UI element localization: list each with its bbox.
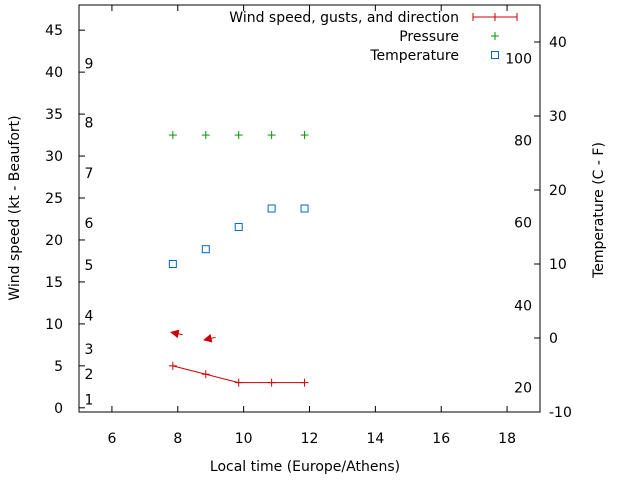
x-tick-label: 12 [301, 431, 319, 447]
temperature-point [168, 260, 177, 268]
temperature-point [201, 245, 210, 254]
pressure-point [300, 131, 309, 140]
x-tick-label: 10 [235, 431, 253, 447]
pressure-point [267, 131, 276, 140]
legend-swatch-wind [472, 13, 518, 21]
fahrenheit-label: 20 [514, 381, 532, 397]
y2-tick-label: 40 [549, 35, 567, 51]
beaufort-label: 4 [85, 308, 94, 324]
y2-tick-label: -10 [549, 405, 572, 421]
y-tick-label: 30 [45, 149, 63, 165]
beaufort-label: 5 [85, 258, 94, 274]
y2-tick-label: 10 [549, 257, 567, 273]
wind-point [201, 370, 210, 379]
fahrenheit-label: 60 [514, 216, 532, 232]
temperature-point [234, 223, 243, 231]
y2-tick-label: 20 [549, 183, 567, 199]
pressure-point [234, 131, 243, 140]
wind-point [267, 378, 276, 387]
temperature-point [300, 204, 309, 213]
beaufort-label: 3 [85, 342, 94, 358]
temperature-point [267, 204, 276, 213]
wind-point [234, 378, 243, 387]
x-axis-label: Local time (Europe/Athens) [210, 459, 400, 475]
x-tick-label: 18 [498, 431, 516, 447]
y-tick-label: 25 [45, 191, 63, 207]
y-tick-label: 0 [54, 401, 63, 417]
x-tick-label: 6 [107, 431, 116, 447]
beaufort-label: 8 [85, 115, 94, 131]
y-tick-label: 40 [45, 65, 63, 81]
beaufort-label: 1 [85, 392, 94, 408]
beaufort-label: 6 [85, 216, 94, 232]
y2-axis-label: Temperature (C - F) [591, 142, 607, 279]
fahrenheit-label: 100 [505, 51, 532, 67]
wind-direction-arrow [170, 329, 183, 339]
y2-tick-label: 0 [549, 331, 558, 347]
x-tick-label: 16 [432, 431, 450, 447]
beaufort-label: 7 [85, 166, 94, 182]
wind-point [300, 378, 309, 387]
wind-point [168, 361, 177, 370]
y-tick-label: 45 [45, 23, 63, 39]
legend-label-pressure: Pressure [399, 29, 459, 45]
beaufort-label: 2 [85, 367, 94, 383]
fahrenheit-label: 80 [514, 133, 532, 149]
y-tick-label: 15 [45, 275, 63, 291]
legend-swatch-pressure [491, 32, 499, 40]
y-axis-label: Wind speed (kt - Beaufort) [7, 115, 23, 300]
beaufort-label: 9 [85, 57, 94, 73]
y-tick-label: 10 [45, 317, 63, 333]
plot-frame [78, 4, 541, 413]
y-tick-label: 5 [54, 359, 63, 375]
x-tick-label: 8 [173, 431, 182, 447]
y-tick-label: 20 [45, 233, 63, 249]
y2-tick-label: 30 [549, 109, 567, 125]
wind-direction-arrow [203, 334, 216, 343]
legend-label-temperature: Temperature [369, 48, 459, 64]
pressure-point [168, 131, 177, 140]
legend-swatch-temperature [491, 51, 499, 59]
y-tick-label: 35 [45, 107, 63, 123]
fahrenheit-label: 40 [514, 298, 532, 314]
x-tick-label: 14 [366, 431, 384, 447]
pressure-point [201, 131, 210, 140]
legend-label-wind: Wind speed, gusts, and direction [229, 10, 459, 26]
